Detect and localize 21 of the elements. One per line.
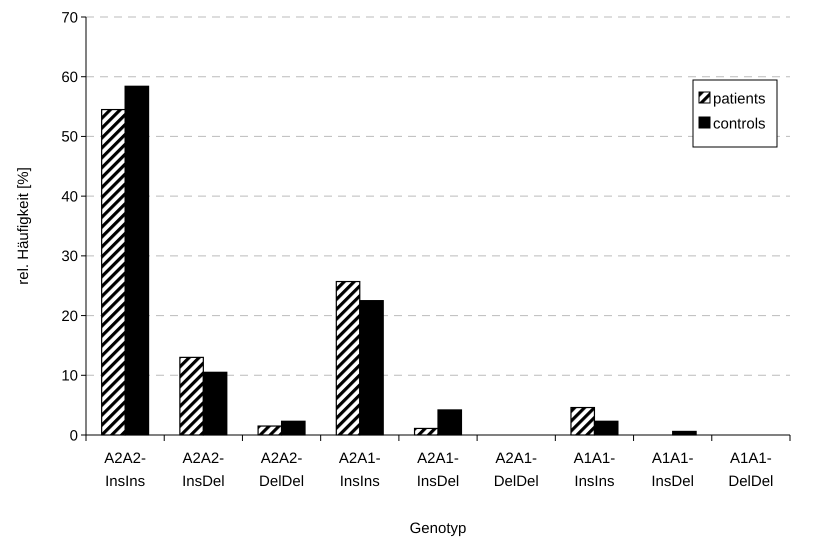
x-tick-label: A2A2-DelDel xyxy=(259,450,304,490)
x-tick-label: A2A1-DelDel xyxy=(494,450,539,490)
x-tick-label: A1A1-DelDel xyxy=(728,450,774,490)
x-tick-label: A1A1-InsDel xyxy=(651,450,694,490)
y-tick-label: 60 xyxy=(61,68,78,86)
y-tick-label: 30 xyxy=(61,248,78,266)
y-tick-label: 10 xyxy=(61,368,78,385)
x-tick-label: A2A1-InsIns xyxy=(338,450,381,490)
x-axis-title: Genotyp xyxy=(410,520,466,537)
x-tick-label: A1A1-InsIns xyxy=(574,450,616,490)
x-tick-label: A2A2-InsIns xyxy=(104,450,146,490)
y-axis-title: rel. Häufigkeit [%] xyxy=(15,167,32,285)
y-tick-label: 20 xyxy=(61,308,78,325)
y-tick-label: 70 xyxy=(61,9,78,26)
y-tick-label: 50 xyxy=(61,128,78,146)
legend-label: patients xyxy=(713,90,766,108)
legend-label: controls xyxy=(713,115,766,132)
y-tick-label: 0 xyxy=(70,427,78,444)
y-tick-label: 40 xyxy=(61,188,78,206)
x-tick-label: A2A1-InsDel xyxy=(416,450,460,490)
x-tick-label: A2A2-InsDel xyxy=(182,450,225,490)
